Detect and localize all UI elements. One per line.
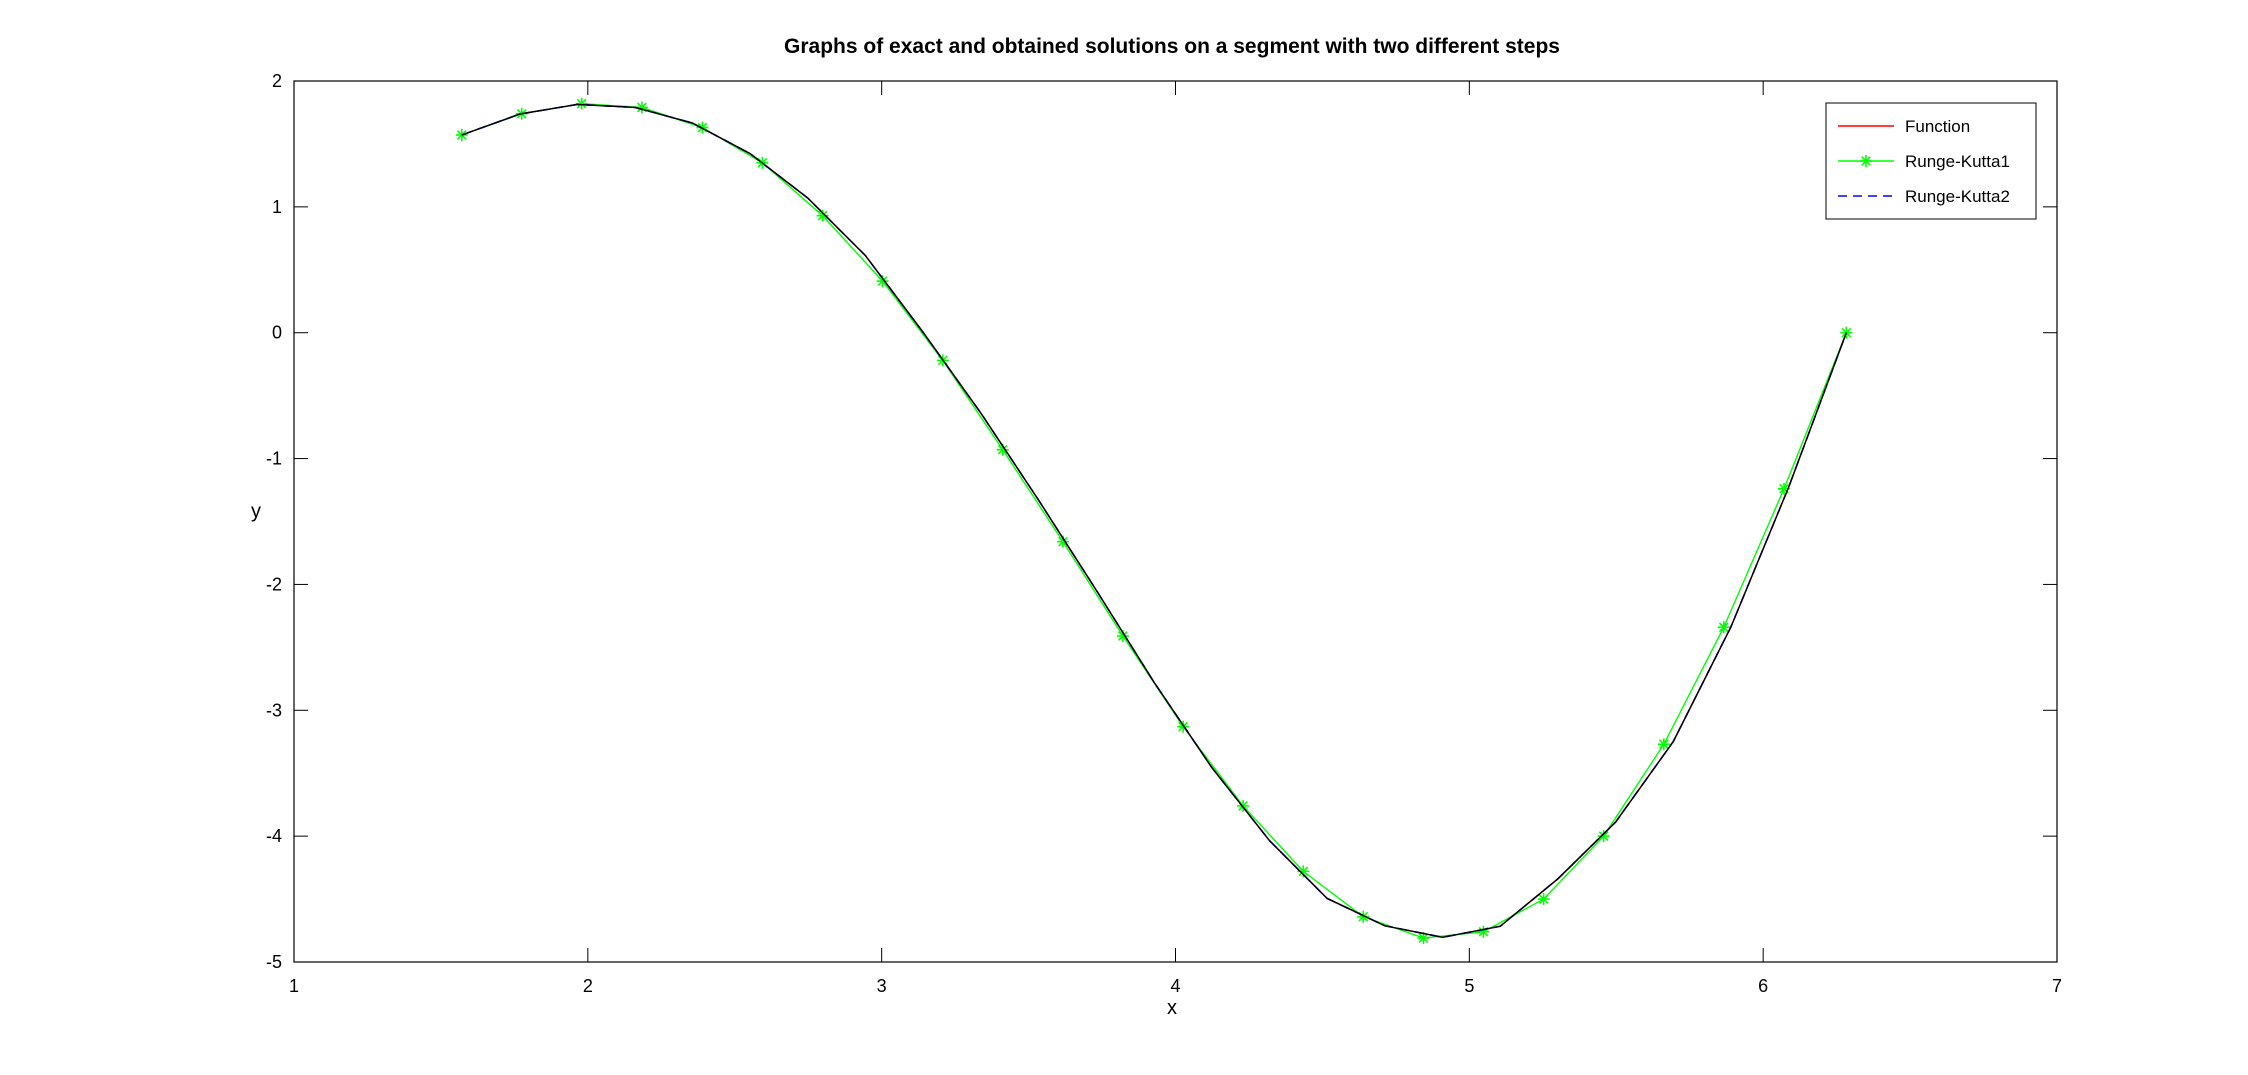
y-tick-label: 2 bbox=[272, 71, 282, 91]
data-point-marker bbox=[876, 275, 889, 288]
legend-entry: Runge-Kutta2 bbox=[1838, 187, 2010, 206]
legend-entry: Runge-Kutta1 bbox=[1838, 152, 2010, 171]
data-point-marker bbox=[816, 209, 829, 222]
x-tick-label: 7 bbox=[2052, 976, 2062, 996]
data-point-marker bbox=[996, 443, 1009, 456]
series-overlay-3 bbox=[461, 103, 1847, 939]
series-line bbox=[461, 103, 1847, 939]
y-tick-label: -3 bbox=[266, 700, 282, 720]
data-point-marker bbox=[1657, 738, 1670, 751]
series-line bbox=[461, 102, 1847, 939]
chart-title: Graphs of exact and obtained solutions o… bbox=[784, 35, 1560, 58]
legend-label: Function bbox=[1905, 117, 1970, 136]
data-point-marker bbox=[1717, 621, 1730, 634]
series-line bbox=[461, 103, 1847, 939]
series-line bbox=[461, 103, 1848, 939]
data-point-marker bbox=[1597, 830, 1610, 843]
y-tick-label: -1 bbox=[266, 449, 282, 469]
legend-entry: Function bbox=[1838, 117, 1970, 136]
y-tick-label: -5 bbox=[266, 952, 282, 972]
x-tick-label: 4 bbox=[1170, 976, 1180, 996]
series-function bbox=[461, 103, 1847, 939]
legend-label: Runge-Kutta1 bbox=[1905, 152, 2010, 171]
legend-label: Runge-Kutta2 bbox=[1905, 187, 2010, 206]
x-axis-label: x bbox=[1167, 997, 1177, 1019]
x-tick-label: 5 bbox=[1464, 976, 1474, 996]
legend: Function Runge-Kutta1 Runge-Kutta2 bbox=[1825, 102, 2037, 220]
data-point-marker bbox=[1477, 925, 1490, 938]
series-runge-kutta1 bbox=[455, 97, 1853, 945]
plot-area: 1 2 3 4 5 6 7 2 1 0 -1 -2 -3 -4 -5 Function Runge-Kutta1… bbox=[266, 71, 2062, 996]
y-axis-label: y bbox=[251, 500, 261, 522]
x-tick-label: 2 bbox=[583, 976, 593, 996]
y-tick-label: 0 bbox=[272, 323, 282, 343]
x-tick-label: 3 bbox=[877, 976, 887, 996]
y-tick-label: -4 bbox=[266, 826, 282, 846]
y-tick-label: -2 bbox=[266, 574, 282, 594]
x-tick-label: 6 bbox=[1758, 976, 1768, 996]
x-tick-label: 1 bbox=[289, 976, 299, 996]
data-point-marker bbox=[455, 128, 468, 141]
plot-frame bbox=[293, 80, 2058, 963]
data-point-marker bbox=[1537, 893, 1550, 906]
y-tick-label: 1 bbox=[272, 197, 282, 217]
legend-marker bbox=[1860, 155, 1872, 167]
series-runge-kutta2 bbox=[461, 103, 1848, 939]
data-point-marker bbox=[1357, 910, 1370, 923]
